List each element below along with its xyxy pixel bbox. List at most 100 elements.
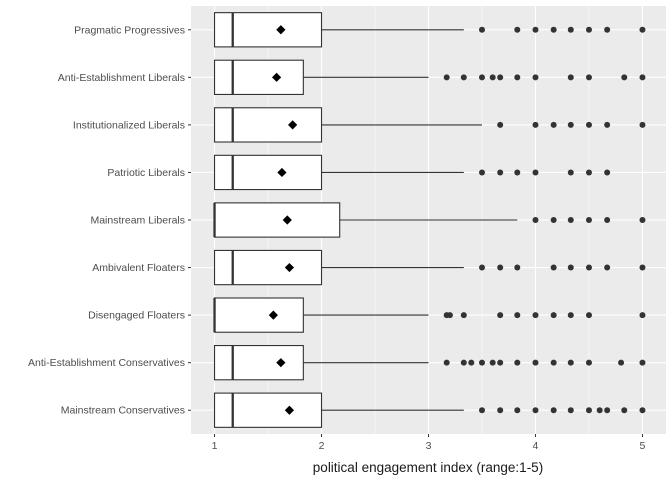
outlier-point <box>514 312 521 319</box>
outlier-point <box>532 121 539 128</box>
outlier-point <box>478 407 485 414</box>
outlier-point <box>532 26 539 33</box>
outlier-point <box>468 359 475 366</box>
outlier-point <box>639 74 646 81</box>
box <box>213 344 304 381</box>
outlier-point <box>604 121 611 128</box>
outlier-point <box>550 26 557 33</box>
outlier-point <box>567 121 574 128</box>
y-tick-label: Anti-Establishment Liberals <box>58 72 185 84</box>
outlier-point <box>639 264 646 271</box>
mean-marker <box>271 72 282 82</box>
y-tick-label: Patriotic Liberals <box>107 167 185 179</box>
outlier-point <box>585 217 592 223</box>
outlier-point <box>497 407 504 414</box>
y-tick-label: Mainstream Conservatives <box>61 405 185 417</box>
points <box>268 25 646 415</box>
box <box>213 107 323 143</box>
outlier-point <box>585 264 592 271</box>
outlier-point <box>460 312 467 319</box>
x-axis-title: political engagement index (range:1-5) <box>313 460 543 475</box>
outlier-point <box>550 121 557 128</box>
outlier-point <box>478 359 485 366</box>
y-tick-label: Mainstream Liberals <box>90 215 185 227</box>
outlier-point <box>604 217 611 223</box>
x-tick-label: 1 <box>212 440 218 452</box>
outlier-point <box>596 407 603 414</box>
outlier-point <box>585 407 592 414</box>
x-tick-label: 3 <box>426 440 432 452</box>
outlier-point <box>567 26 574 33</box>
outlier-point <box>639 407 646 414</box>
outlier-point <box>604 407 611 414</box>
box <box>213 249 323 286</box>
mean-marker <box>276 25 286 35</box>
outlier-point <box>514 359 521 366</box>
box <box>213 202 341 238</box>
outlier-point <box>567 407 574 414</box>
y-tick-label: Pragmatic Progressives <box>74 24 185 36</box>
outlier-point <box>514 74 521 81</box>
outlier-point <box>478 74 485 81</box>
outlier-point <box>446 312 453 319</box>
axes: Pragmatic Progressives Anti-Establishment… <box>28 24 646 452</box>
box <box>213 297 304 333</box>
outlier-point <box>532 407 539 414</box>
outlier-point <box>550 407 557 414</box>
outlier-point <box>443 74 450 81</box>
y-tick-label: Disengaged Floaters <box>88 310 185 322</box>
x-tick-label: 5 <box>640 440 646 452</box>
outlier-point <box>532 169 539 176</box>
outlier-point <box>604 264 611 271</box>
outlier-point <box>497 169 504 176</box>
outlier-point <box>532 217 539 223</box>
outlier-point <box>604 169 611 176</box>
box <box>213 12 323 48</box>
outlier-point <box>514 407 521 414</box>
outlier-point <box>489 359 496 366</box>
outlier-point <box>514 26 521 33</box>
outlier-point <box>460 359 467 366</box>
outlier-point <box>639 359 646 366</box>
outlier-point <box>567 74 574 81</box>
outlier-point <box>532 74 539 81</box>
outlier-point <box>639 312 646 319</box>
outlier-point <box>604 26 611 33</box>
outlier-point <box>443 359 450 366</box>
outlier-point <box>585 26 592 33</box>
outlier-point <box>489 74 496 81</box>
outlier-point <box>618 359 625 366</box>
outlier-point <box>567 169 574 176</box>
outlier-point <box>514 264 521 271</box>
box <box>213 392 323 428</box>
outlier-point <box>550 312 557 319</box>
outlier-point <box>567 217 574 223</box>
outlier-point <box>639 121 646 128</box>
outlier-point <box>585 312 592 319</box>
x-tick-label: 2 <box>319 440 325 452</box>
outlier-point <box>550 359 557 366</box>
outlier-point <box>550 264 557 271</box>
outlier-point <box>460 74 467 81</box>
outlier-point <box>478 26 485 33</box>
mean-marker <box>284 262 295 273</box>
outlier-point <box>639 217 646 223</box>
outlier-point <box>567 264 574 271</box>
outlier-point <box>585 74 592 81</box>
outlier-point <box>550 217 557 223</box>
y-tick-label: Ambivalent Floaters <box>92 262 185 274</box>
mean-marker <box>268 310 278 320</box>
outlier-point <box>585 169 592 176</box>
outlier-point <box>497 74 504 81</box>
x-tick-label: 4 <box>533 440 539 452</box>
outlier-point <box>497 264 504 271</box>
outlier-point <box>567 359 574 366</box>
boxes <box>213 12 518 428</box>
outlier-point <box>585 359 592 366</box>
mean-marker <box>284 405 295 415</box>
y-tick-label: Anti-Establishment Conservatives <box>28 357 185 369</box>
mean-marker <box>276 358 286 368</box>
outlier-point <box>497 121 504 128</box>
box <box>213 59 304 96</box>
